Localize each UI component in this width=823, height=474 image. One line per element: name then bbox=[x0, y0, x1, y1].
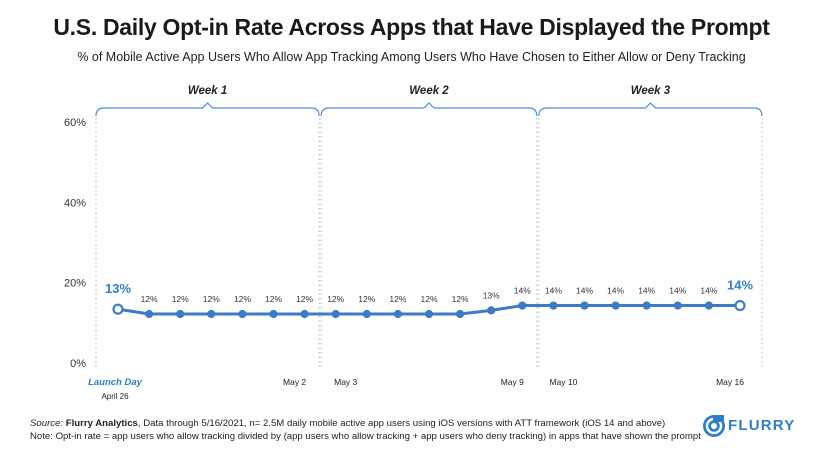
week-bracket bbox=[320, 102, 538, 117]
flurry-swirl-icon bbox=[703, 415, 725, 437]
data-label: 12% bbox=[327, 294, 344, 304]
y-tick-label: 40% bbox=[64, 197, 86, 209]
data-point bbox=[424, 309, 434, 319]
y-tick-label: 0% bbox=[70, 358, 86, 370]
source-rest: , Data through 5/16/2021, n= 2.5M daily … bbox=[137, 418, 666, 429]
opt-in-rate-chart: 0% 20% 40% 60% Week 1 Week 2 Week 3 13% 12% 12% 12… bbox=[64, 85, 763, 401]
data-point bbox=[734, 299, 746, 312]
week-bracket bbox=[538, 102, 763, 117]
data-point bbox=[238, 309, 247, 319]
data-label: 12% bbox=[296, 294, 313, 304]
data-point bbox=[580, 301, 589, 310]
data-label: 12% bbox=[234, 294, 251, 304]
source-name: Flurry Analytics bbox=[65, 418, 138, 429]
x-tick-label: May 2 bbox=[283, 377, 306, 387]
data-label: 14% bbox=[607, 286, 624, 296]
data-label: 12% bbox=[389, 294, 406, 304]
y-tick-label: 20% bbox=[64, 278, 86, 290]
data-point bbox=[704, 301, 714, 310]
data-point bbox=[331, 309, 340, 319]
data-label: 14% bbox=[545, 286, 562, 296]
data-label: 14% bbox=[638, 286, 655, 296]
data-label: 13% bbox=[483, 290, 500, 300]
source-prefix: Source: bbox=[30, 418, 66, 429]
x-tick-label: May 9 bbox=[501, 377, 524, 387]
week-bracket bbox=[95, 102, 320, 117]
data-label: 12% bbox=[203, 294, 220, 304]
source-line: Source: Flurry Analytics, Data through 5… bbox=[30, 417, 701, 430]
data-label: 12% bbox=[452, 294, 469, 304]
data-point bbox=[145, 309, 154, 319]
data-label: 12% bbox=[172, 294, 189, 304]
data-point bbox=[207, 309, 216, 319]
footer-notes: Source: Flurry Analytics, Data through 5… bbox=[30, 417, 701, 443]
week-label: Week 1 bbox=[188, 85, 227, 97]
data-label: 12% bbox=[358, 294, 375, 304]
data-point bbox=[393, 309, 402, 319]
chart-title: U.S. Daily Opt-in Rate Across Apps that … bbox=[53, 14, 770, 40]
data-point bbox=[642, 301, 651, 310]
data-point bbox=[456, 309, 465, 319]
data-label: 14% bbox=[576, 286, 593, 296]
flurry-logo: FLURRY bbox=[702, 414, 802, 440]
data-point bbox=[112, 303, 124, 315]
data-label: 14% bbox=[727, 278, 753, 293]
x-tick-label: May 16 bbox=[716, 377, 744, 387]
data-point bbox=[176, 309, 185, 319]
data-label: 12% bbox=[420, 294, 437, 304]
data-point bbox=[673, 301, 682, 310]
data-point bbox=[549, 301, 558, 310]
data-label: 12% bbox=[265, 294, 282, 304]
data-label: 14% bbox=[669, 286, 686, 296]
data-point bbox=[487, 306, 496, 315]
x-tick-label: May 10 bbox=[549, 377, 577, 387]
flurry-logo-text: FLURRY bbox=[728, 417, 796, 434]
data-label: 14% bbox=[514, 286, 531, 296]
data-label: 13% bbox=[105, 281, 131, 296]
data-point bbox=[269, 309, 278, 319]
x-tick-sublabel: April 26 bbox=[101, 392, 129, 401]
data-point bbox=[518, 301, 527, 310]
note-line: Note: Opt-in rate = app users who allow … bbox=[30, 431, 701, 442]
chart-subtitle: % of Mobile Active App Users Who Allow A… bbox=[77, 50, 746, 64]
week-label: Week 2 bbox=[409, 85, 449, 97]
y-tick-label: 60% bbox=[64, 117, 86, 129]
data-point bbox=[300, 309, 309, 319]
week-label: Week 3 bbox=[631, 85, 671, 97]
data-label: 12% bbox=[141, 294, 158, 304]
data-label: 14% bbox=[700, 286, 717, 296]
x-tick-label: Launch Day bbox=[88, 377, 143, 388]
data-point bbox=[611, 301, 620, 310]
x-tick-label: May 3 bbox=[334, 377, 357, 387]
data-point bbox=[362, 309, 371, 319]
